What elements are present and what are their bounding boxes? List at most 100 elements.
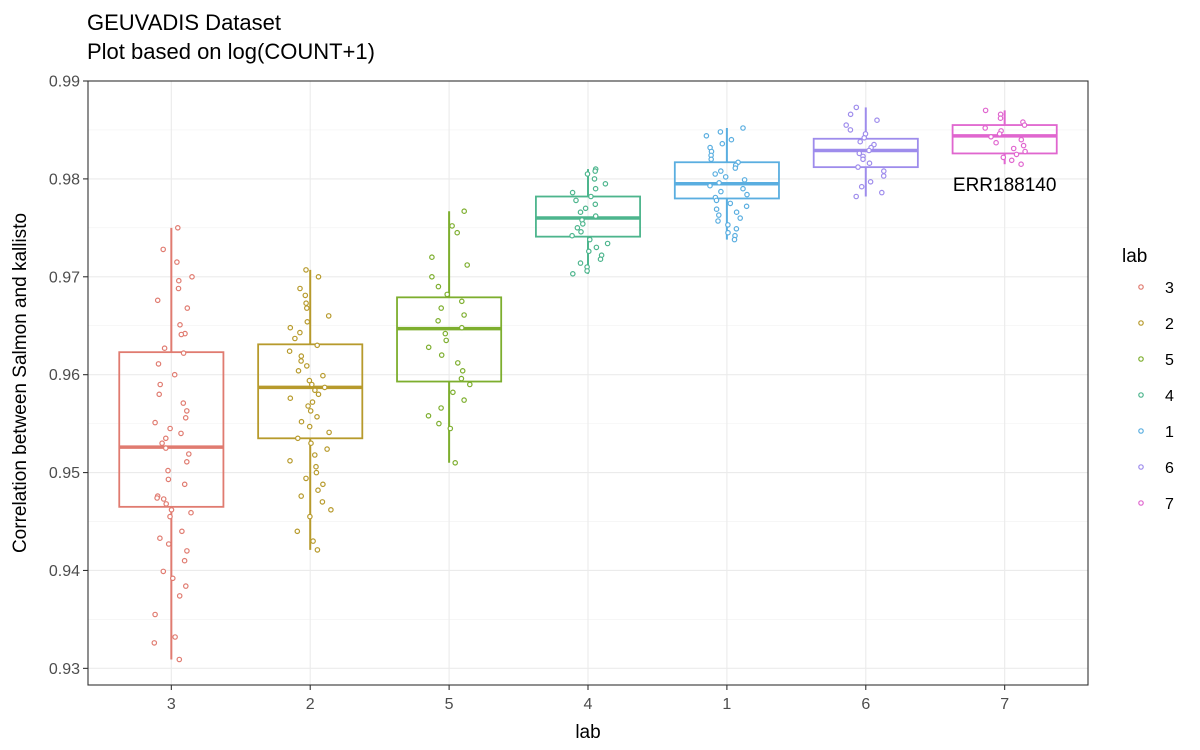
data-point-lab-2 (309, 399, 316, 405)
data-point-lab-4 (602, 181, 609, 187)
data-point-lab-4 (593, 244, 600, 251)
data-point-lab-6 (853, 104, 860, 111)
legend-entry-1: 1 (1138, 424, 1174, 441)
data-point-lab-6 (866, 147, 872, 154)
data-point-lab-2 (314, 342, 321, 349)
data-point-lab-4 (592, 201, 599, 208)
data-point-lab-1 (719, 140, 726, 147)
data-point-lab-1 (712, 171, 719, 177)
data-point-lab-7 (993, 139, 999, 146)
data-point-lab-2 (308, 381, 315, 388)
data-point-lab-5 (425, 412, 432, 419)
data-point-lab-3 (178, 331, 185, 338)
legend-key-point (1138, 320, 1144, 326)
data-point-lab-3 (178, 430, 184, 437)
data-point-lab-4 (584, 268, 590, 274)
data-point-lab-2 (297, 285, 303, 292)
box-iqr (118, 351, 225, 508)
data-point-lab-2 (313, 463, 319, 470)
y-tick-label: 0.93 (49, 661, 80, 678)
data-point-lab-3 (182, 414, 189, 421)
data-point-lab-7 (997, 115, 1004, 122)
data-point-lab-4 (591, 176, 598, 182)
data-point-lab-7 (982, 107, 989, 114)
data-point-lab-6 (867, 179, 874, 185)
data-point-lab-5 (464, 262, 471, 268)
data-point-lab-2 (295, 367, 302, 374)
data-point-lab-1 (716, 180, 722, 186)
data-point-lab-7 (1022, 148, 1028, 155)
data-point-lab-4 (569, 189, 576, 196)
data-point-lab-3 (180, 400, 187, 406)
data-point-lab-2 (298, 353, 305, 359)
data-point-lab-7 (996, 131, 1003, 137)
data-point-lab-2 (307, 408, 314, 414)
data-point-lab-1 (737, 215, 744, 221)
data-point-lab-5 (466, 381, 473, 388)
y-axis-title: Correlation between Salmon and kallisto (10, 213, 31, 553)
data-point-lab-2 (314, 413, 320, 420)
data-point-lab-4 (604, 240, 611, 247)
data-point-lab-7 (1020, 142, 1027, 149)
data-point-lab-5 (454, 360, 461, 366)
data-point-lab-1 (722, 174, 729, 180)
data-point-lab-4 (585, 248, 592, 255)
data-point-lab-2 (306, 423, 313, 430)
chart-title-line-2: Plot based on log(COUNT+1) (87, 39, 375, 64)
x-tick-label: 5 (445, 696, 454, 713)
data-point-lab-5 (454, 229, 461, 236)
legend-label: 2 (1165, 316, 1174, 333)
data-point-lab-1 (713, 197, 720, 204)
data-point-lab-3 (161, 345, 168, 352)
data-point-lab-3 (179, 528, 185, 535)
data-point-lab-5 (461, 312, 467, 318)
data-point-lab-3 (154, 495, 160, 501)
data-point-lab-6 (858, 183, 865, 190)
box-iqr (673, 161, 780, 200)
data-point-lab-2 (303, 305, 310, 311)
box-lab-3 (118, 227, 225, 660)
data-point-lab-2 (294, 435, 301, 442)
data-point-lab-2 (315, 391, 322, 398)
data-point-lab-3 (165, 467, 171, 474)
box-iqr (951, 124, 1058, 155)
data-point-lab-4 (577, 260, 584, 266)
data-point-lab-3 (152, 419, 158, 426)
x-axis: 3 2 5 4 1 6 7 (167, 685, 1009, 713)
data-point-lab-7 (1018, 161, 1024, 168)
data-point-lab-2 (303, 300, 309, 307)
data-point-lab-5 (435, 283, 442, 290)
data-point-lab-4 (577, 209, 584, 216)
legend-key-point (1138, 500, 1144, 506)
data-point-lab-2 (287, 457, 293, 464)
data-point-lab-2 (305, 403, 311, 409)
data-point-lab-1 (733, 226, 740, 232)
data-point-lab-3 (159, 440, 165, 447)
legend: lab 3 2 5 4 1 6 7 (1122, 246, 1174, 513)
data-point-lab-2 (297, 329, 303, 336)
data-point-lab-4 (573, 197, 579, 204)
data-point-lab-4 (579, 221, 586, 227)
legend-entry-3: 3 (1138, 280, 1174, 297)
data-point-lab-5 (436, 420, 442, 427)
data-point-lab-5 (444, 291, 451, 298)
data-point-lab-2 (294, 528, 301, 535)
data-point-lab-3 (180, 350, 187, 356)
data-point-lab-3 (156, 391, 163, 398)
data-point-lab-1 (731, 236, 738, 243)
data-point-lab-7 (988, 134, 994, 140)
data-point-lab-2 (292, 335, 298, 342)
x-tick-label: 4 (584, 696, 593, 713)
data-point-lab-2 (302, 292, 309, 299)
chart-title-line-1: GEUVADIS Dataset (87, 10, 281, 35)
data-point-lab-3 (171, 371, 178, 378)
data-point-lab-7 (1010, 145, 1017, 152)
x-axis-title: lab (575, 722, 600, 743)
x-tick-label: 3 (167, 696, 176, 713)
data-point-lab-6 (856, 150, 863, 157)
data-point-lab-5 (447, 425, 454, 432)
data-point-lab-5 (443, 337, 450, 344)
data-point-lab-2 (303, 363, 310, 369)
x-tick-label: 2 (306, 696, 315, 713)
legend-key-point (1138, 464, 1144, 470)
